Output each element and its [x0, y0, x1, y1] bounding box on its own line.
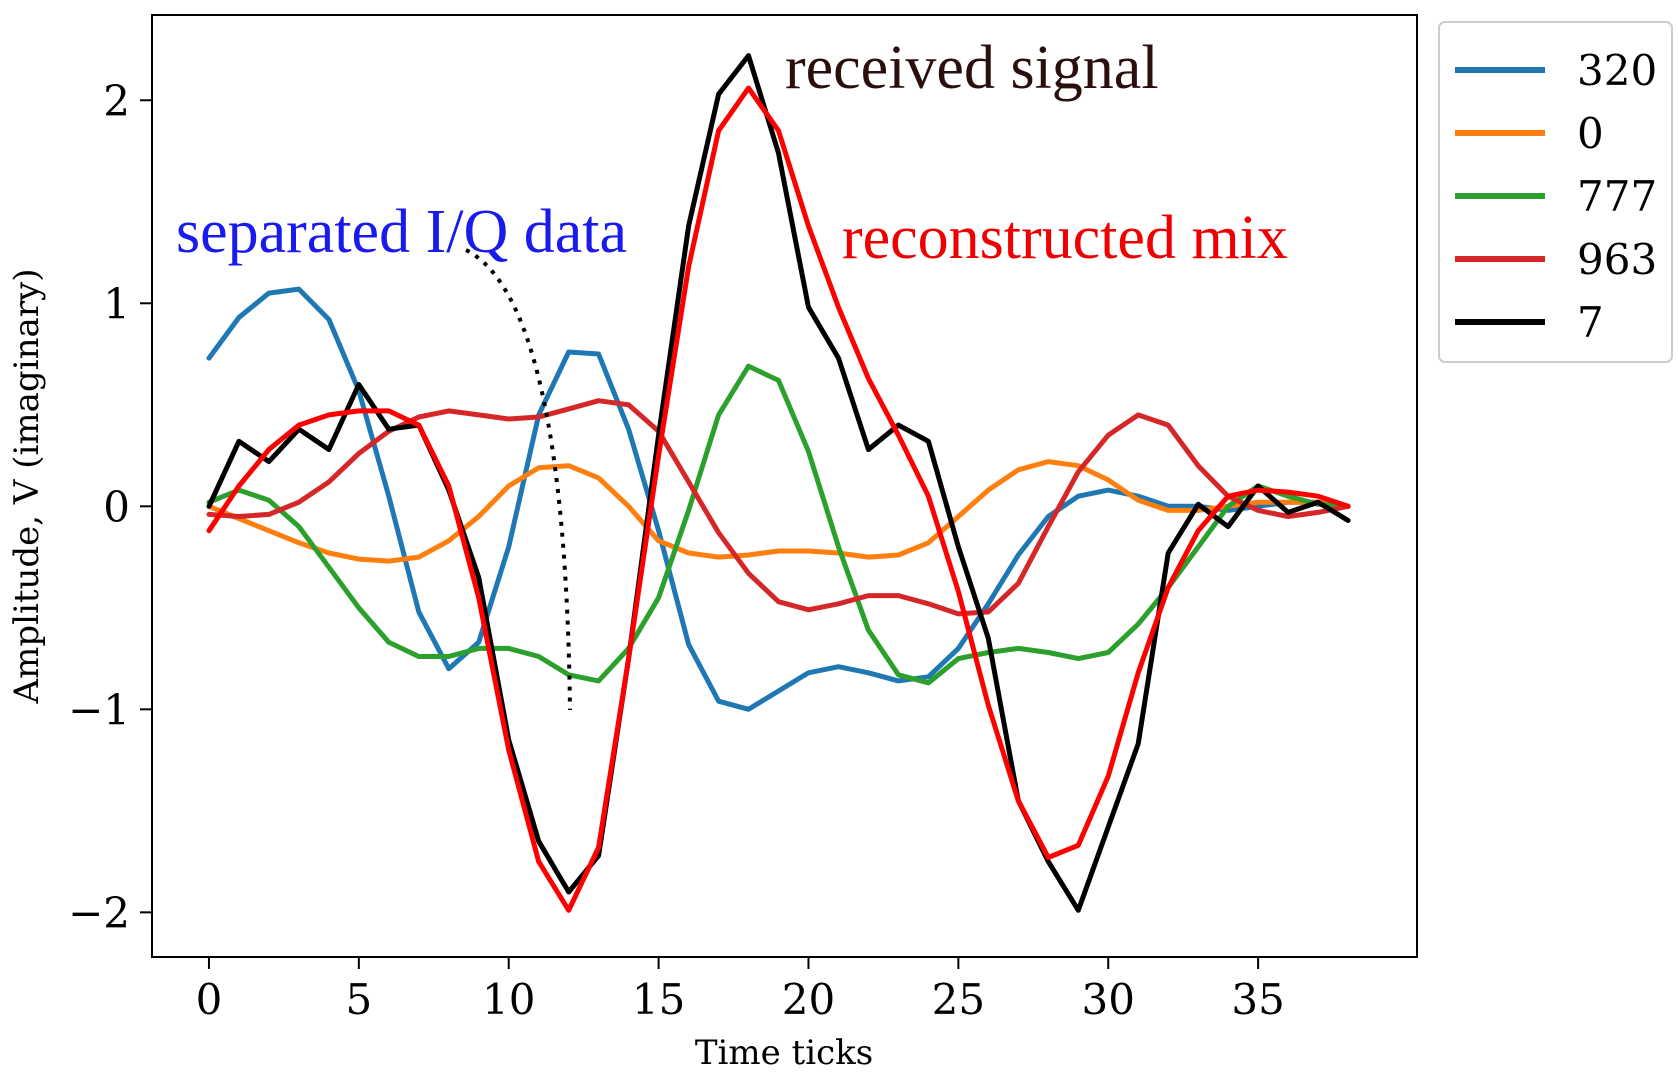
y-tick-label: −1 [68, 685, 130, 734]
x-tick-label: 15 [632, 975, 685, 1024]
x-tick-label: 5 [345, 975, 372, 1024]
y-tick-label: 2 [103, 76, 130, 125]
series-line-7 [206, 53, 1351, 913]
y-tick-label: −2 [68, 888, 130, 937]
x-tick-label: 10 [482, 975, 535, 1024]
series-line-320 [206, 286, 1351, 712]
series-line-unlabeled-5 [206, 85, 1351, 913]
y-axis-label: Amplitude, V (imaginary) [7, 269, 47, 705]
legend-label: 777 [1577, 172, 1657, 221]
series-lines [206, 53, 1351, 913]
x-tick-label: 35 [1231, 975, 1284, 1024]
y-tick-label: 0 [103, 482, 130, 531]
annotation-separated-iq-data: separated I/Q data [176, 198, 627, 266]
legend-label: 7 [1577, 298, 1604, 347]
plot-frame [151, 14, 1418, 958]
series-line-777 [206, 363, 1351, 686]
x-axis-label: Time ticks [695, 1033, 873, 1073]
series-line-0 [206, 459, 1351, 564]
annotation-reconstructed-mix: reconstructed mix [842, 204, 1288, 272]
y-tick-label: 1 [103, 279, 130, 328]
legend: 320 0 777 963 7 [1438, 21, 1673, 363]
x-tick-label: 25 [932, 975, 985, 1024]
annotation-pointer-curve [465, 248, 572, 711]
legend-label: 0 [1577, 109, 1604, 158]
x-tick-label: 20 [782, 975, 835, 1024]
legend-label: 320 [1577, 46, 1657, 95]
x-tick-label: 30 [1082, 975, 1135, 1024]
x-tick-label: 0 [196, 975, 223, 1024]
annotation-received-signal: received signal [785, 34, 1159, 102]
legend-label: 963 [1577, 235, 1657, 284]
legend-box [1438, 21, 1673, 363]
